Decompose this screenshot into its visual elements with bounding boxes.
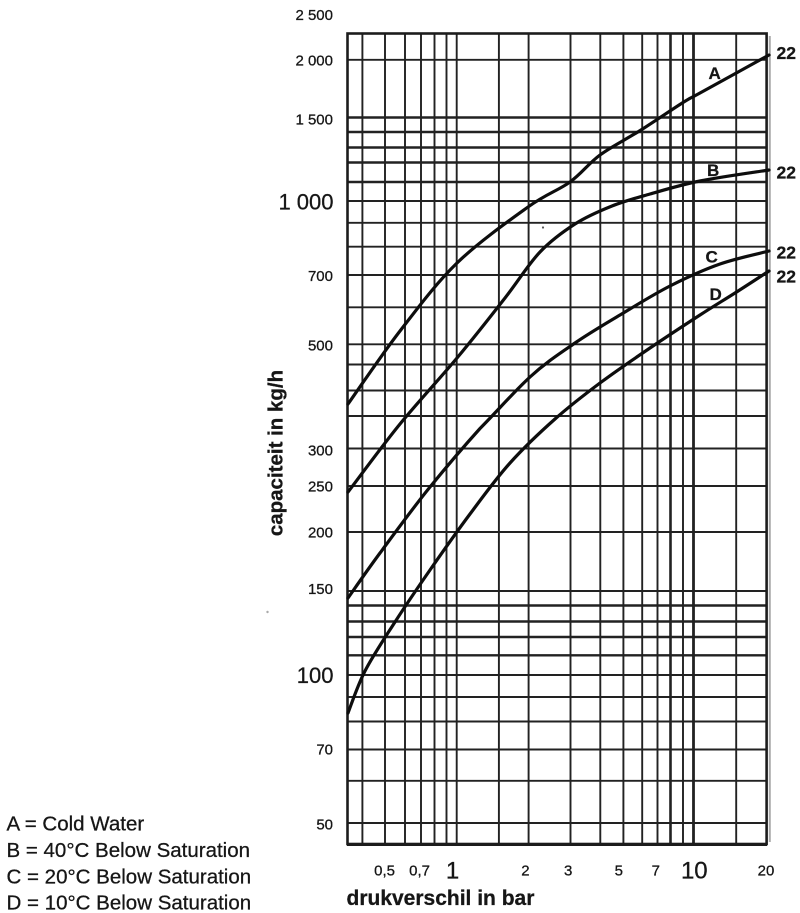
svg-text:250: 250 [308,478,333,495]
svg-text:1 000: 1 000 [278,190,333,215]
svg-text:22: 22 [777,267,797,287]
svg-text:200: 200 [308,525,333,542]
svg-text:100: 100 [297,663,334,688]
svg-text:22: 22 [777,243,797,263]
svg-text:B = 40°C Below Saturation: B = 40°C Below Saturation [7,839,251,862]
svg-text:22: 22 [777,163,797,183]
svg-text:7: 7 [652,863,660,880]
svg-text:A = Cold Water: A = Cold Water [7,813,145,836]
svg-text:1: 1 [446,858,459,885]
svg-text:D: D [710,285,722,304]
svg-text:0,7: 0,7 [409,863,430,880]
svg-text:50: 50 [316,817,333,834]
svg-text:20: 20 [758,863,775,880]
svg-text:3: 3 [564,863,572,880]
svg-text:2 500: 2 500 [295,7,333,24]
svg-text:C: C [706,248,718,267]
svg-text:C = 20°C Below Saturation: C = 20°C Below Saturation [7,866,252,889]
svg-text:0,5: 0,5 [374,863,395,880]
svg-text:150: 150 [308,581,333,598]
svg-text:capaciteit in kg/h: capaciteit in kg/h [265,370,288,536]
svg-text:500: 500 [308,338,333,355]
svg-text:300: 300 [308,443,333,460]
svg-text:D = 10°C Below Saturation: D = 10°C Below Saturation [7,892,252,913]
svg-text:22: 22 [777,43,797,63]
svg-text:70: 70 [316,742,333,759]
svg-text:1 500: 1 500 [295,112,333,129]
svg-text:B: B [707,161,719,180]
svg-text:drukverschil in bar: drukverschil in bar [347,887,535,910]
svg-text:A: A [709,64,721,83]
svg-text:700: 700 [308,268,333,285]
svg-text:10: 10 [681,858,708,885]
svg-text:2 000: 2 000 [295,52,333,69]
svg-text:5: 5 [615,863,623,880]
svg-text:2: 2 [521,863,529,880]
